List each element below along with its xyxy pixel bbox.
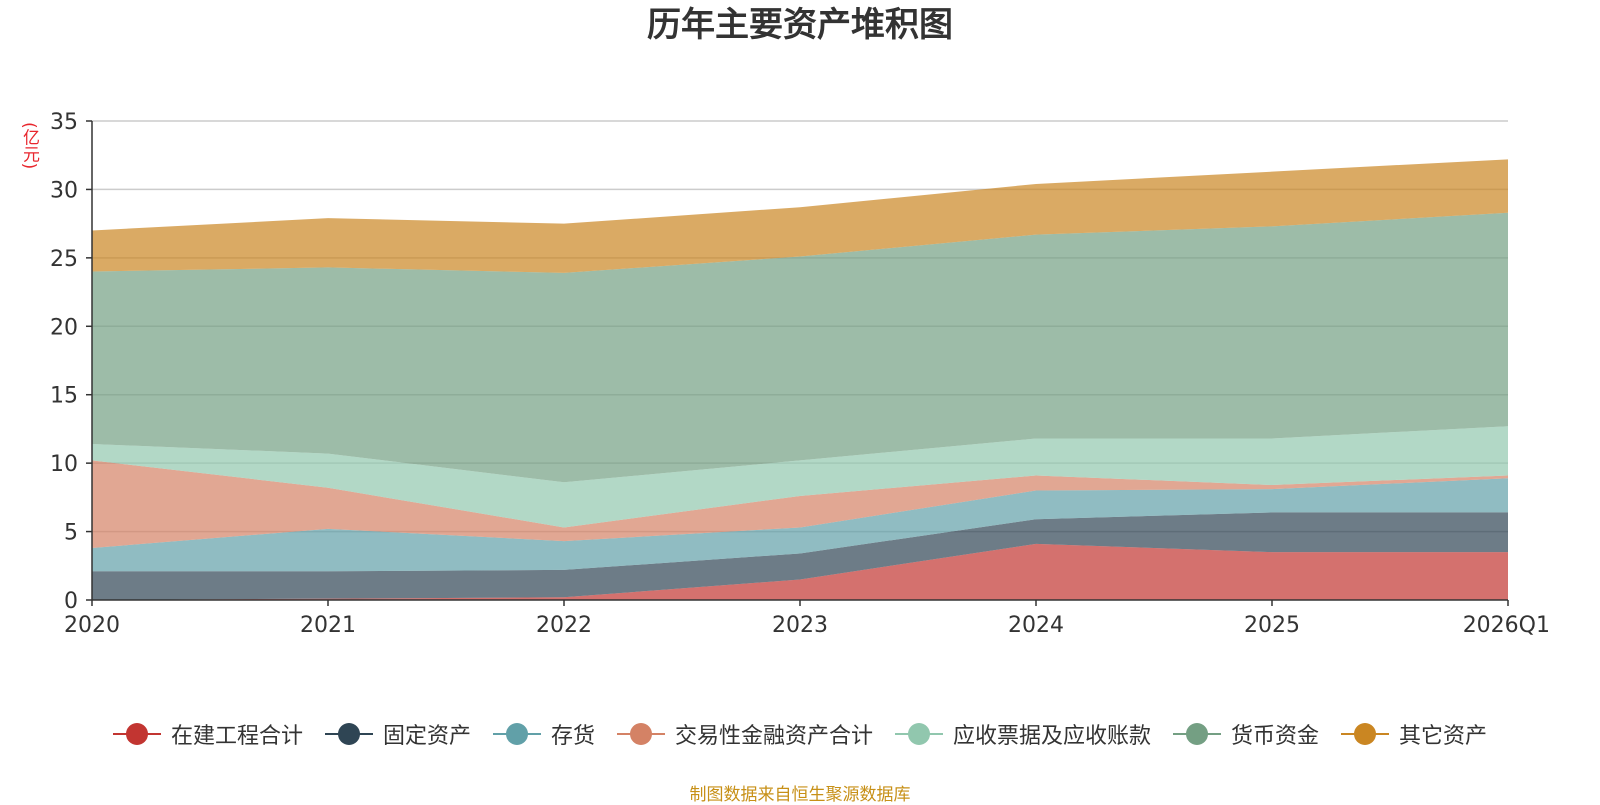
x-tick-label: 2024	[1008, 613, 1064, 638]
legend-marker-icon	[895, 722, 943, 746]
area-series-5	[92, 212, 1508, 483]
legend-marker-icon	[1341, 722, 1390, 746]
legend-label: 在建工程合计	[170, 724, 303, 749]
legend-item-0[interactable]: 在建工程合计	[112, 718, 303, 750]
legend-marker-icon	[492, 722, 541, 746]
stacked-areas	[92, 159, 1508, 600]
legend-label: 存货	[550, 724, 595, 749]
y-tick-label: 15	[50, 384, 78, 409]
x-tick-label: 2023	[772, 613, 828, 638]
legend-item-2[interactable]: 存货	[492, 718, 595, 750]
y-tick-label: 25	[50, 247, 78, 272]
legend-item-1[interactable]: 固定资产	[324, 718, 471, 750]
legend-marker-icon	[616, 722, 665, 746]
y-axis-unit: (亿元)	[19, 122, 39, 170]
x-tick-label: 2022	[536, 613, 592, 638]
y-tick-label: 20	[50, 315, 78, 340]
legend-marker-icon	[112, 722, 161, 746]
chart-title: 历年主要资产堆积图	[647, 5, 953, 45]
legend-label: 固定资产	[382, 724, 471, 749]
y-tick-label: 5	[64, 521, 78, 546]
area-series-2	[92, 478, 1508, 572]
legend-label: 交易性金融资产合计	[674, 724, 873, 749]
legend: 在建工程合计 固定资产 存货 交易性金融资产合计 应收票据及应收账款 货币资金 其它资产	[0, 718, 1600, 750]
y-tick-label: 10	[50, 452, 78, 477]
legend-label: 应收票据及应收账款	[953, 724, 1152, 749]
area-series-1	[92, 512, 1508, 600]
x-tick-label: 2025	[1244, 613, 1300, 638]
y-tick-label: 30	[50, 178, 78, 203]
legend-item-5[interactable]: 货币资金	[1173, 718, 1319, 750]
area-series-4	[92, 426, 1508, 528]
legend-item-4[interactable]: 应收票据及应收账款	[895, 718, 1151, 750]
x-tick-label: 2021	[300, 613, 356, 638]
area-series-0	[92, 543, 1508, 600]
x-tick-label: 2026Q1	[1463, 613, 1550, 638]
legend-item-3[interactable]: 交易性金融资产合计	[616, 718, 873, 750]
legend-label: 货币资金	[1231, 724, 1320, 749]
data-source-note: 制图数据来自恒生聚源数据库	[689, 785, 911, 805]
x-tick-label: 2020	[64, 613, 120, 638]
area-series-6	[92, 159, 1508, 273]
legend-item-6[interactable]: 其它资产	[1341, 718, 1487, 750]
legend-label: 其它资产	[1399, 724, 1488, 749]
y-tick-label: 35	[50, 110, 78, 135]
area-series-3	[92, 460, 1508, 548]
y-tick-label: 0	[64, 589, 78, 614]
legend-marker-icon	[324, 722, 373, 746]
legend-marker-icon	[1173, 722, 1222, 746]
